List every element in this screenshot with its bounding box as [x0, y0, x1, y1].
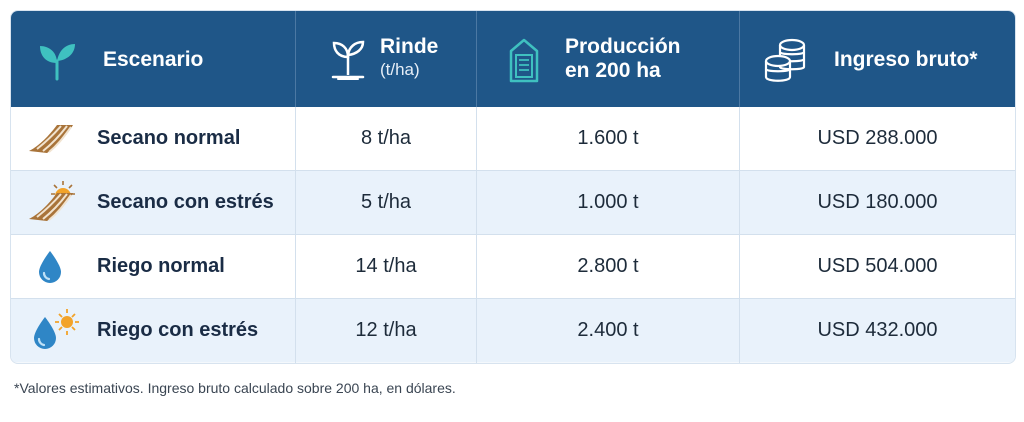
table-row: Secano normal 8 t/ha 1.600 t USD 288.000 — [11, 107, 1015, 170]
yield-value: 12 t/ha — [355, 319, 417, 341]
income-value: USD 180.000 — [817, 191, 938, 213]
scenario-name: Riego con estrés — [97, 319, 259, 341]
production-value: 2.800 t — [577, 255, 639, 277]
yield-value: 5 t/ha — [360, 191, 412, 213]
header-production: Producción en 200 ha — [477, 11, 739, 107]
silo-icon — [509, 38, 539, 83]
header-income: Ingreso bruto* — [740, 11, 1015, 107]
table-row: Secano con estrés 5 t/ha 1.000 t USD 180… — [11, 171, 1015, 234]
yield-value: 8 t/ha — [360, 127, 412, 149]
scenario-name: Riego normal — [97, 255, 225, 277]
income-value: USD 504.000 — [817, 255, 938, 277]
field-icon — [29, 125, 73, 153]
income-value: USD 432.000 — [817, 319, 938, 341]
water-drop-icon — [39, 251, 61, 283]
header-scenario-label: Escenario — [103, 48, 204, 71]
header-yield: Rinde (t/ha) — [296, 11, 476, 107]
field-sun-icon — [29, 181, 75, 221]
water-drop-sun-icon — [34, 309, 79, 349]
header-yield-unit: (t/ha) — [380, 60, 420, 79]
results-table: Escenario Rinde (t/ha) — [10, 10, 1016, 364]
header-production-line2: en 200 ha — [565, 59, 661, 82]
table-row: Riego con estrés 12 t/ha 2.400 t USD 432… — [11, 299, 1015, 362]
table-header: Escenario Rinde (t/ha) — [11, 11, 1015, 107]
sprout-icon — [331, 40, 365, 80]
header-production-line1: Producción — [565, 35, 681, 58]
coins-icon — [764, 38, 806, 82]
header-income-label: Ingreso bruto* — [834, 48, 978, 71]
yield-value: 14 t/ha — [355, 255, 417, 277]
production-value: 1.600 t — [577, 127, 639, 149]
header-scenario: Escenario — [11, 11, 295, 107]
production-value: 2.400 t — [577, 319, 639, 341]
income-value: USD 288.000 — [817, 127, 938, 149]
table-row: Riego normal 14 t/ha 2.800 t USD 504.000 — [11, 235, 1015, 298]
footnote: *Valores estimativos. Ingreso bruto calc… — [14, 380, 456, 396]
seedling-icon — [40, 44, 75, 81]
header-yield-label: Rinde — [380, 35, 439, 58]
scenario-name: Secano normal — [97, 127, 241, 149]
production-value: 1.000 t — [577, 191, 639, 213]
scenario-name: Secano con estrés — [97, 191, 274, 213]
